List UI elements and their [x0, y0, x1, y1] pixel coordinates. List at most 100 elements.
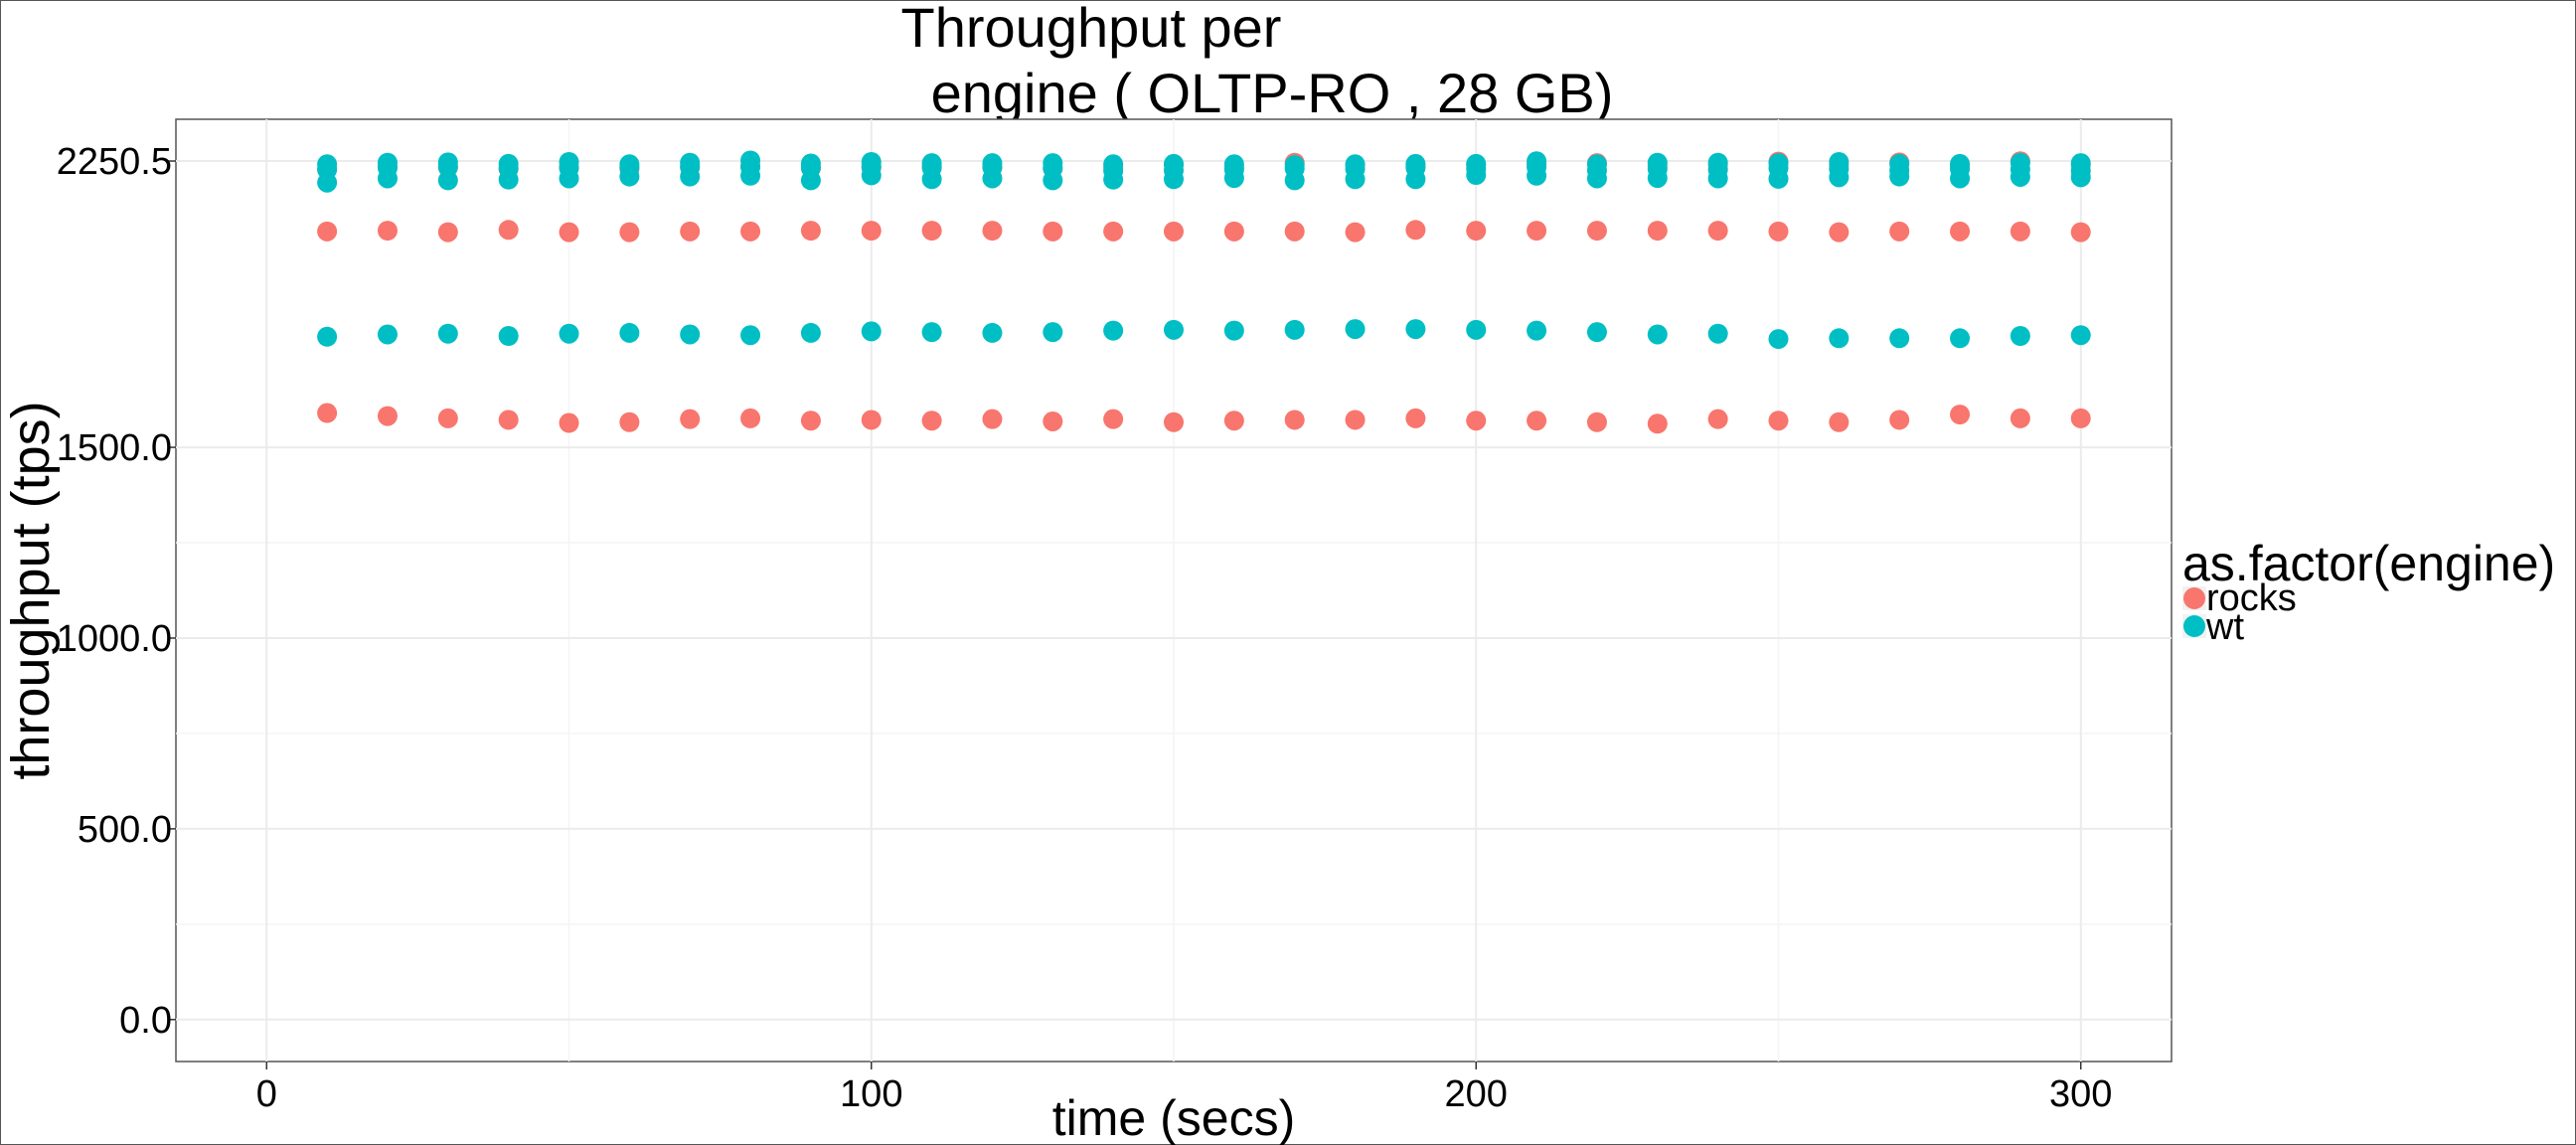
- data-point-wt: [377, 168, 398, 189]
- chart-title-line-2: engine ( OLTP-RO , 28 GB): [931, 62, 1614, 124]
- data-point-wt: [2010, 166, 2030, 187]
- data-point-rocks: [1707, 221, 1728, 242]
- data-point-wt: [619, 166, 640, 187]
- data-point-rocks: [619, 222, 640, 243]
- data-point-rocks: [1223, 410, 1244, 431]
- data-point-rocks: [982, 409, 1003, 429]
- data-point-wt: [1527, 165, 1547, 186]
- data-point-wt: [1043, 170, 1063, 191]
- y-tick-label: 0.0: [119, 1000, 172, 1042]
- data-point-wt: [921, 322, 942, 343]
- data-point-rocks: [1164, 221, 1184, 242]
- data-point-rocks: [1768, 221, 1789, 242]
- data-point-wt: [1829, 328, 1850, 349]
- data-point-rocks: [1889, 409, 1910, 430]
- x-axis: 0 100 200 300: [256, 1062, 2112, 1115]
- data-point-rocks: [1103, 409, 1124, 429]
- data-point-wt: [2070, 167, 2091, 188]
- legend-key-rocks: [2183, 587, 2205, 609]
- data-point-wt: [800, 322, 821, 343]
- data-point-rocks: [1223, 221, 1244, 242]
- data-point-rocks: [1284, 221, 1305, 242]
- data-point-rocks: [1647, 413, 1668, 434]
- data-point-wt: [498, 326, 519, 347]
- data-point-rocks: [680, 221, 701, 242]
- data-point-wt: [1345, 319, 1366, 340]
- data-point-rocks: [1950, 221, 1971, 242]
- data-point-wt: [861, 165, 882, 186]
- data-point-rocks: [1647, 221, 1668, 242]
- data-point-rocks: [377, 406, 398, 426]
- data-point-wt: [1768, 329, 1789, 350]
- data-point-wt: [861, 321, 882, 342]
- x-tick-label: 300: [2049, 1073, 2112, 1115]
- data-point-wt: [619, 322, 640, 343]
- legend-label-rocks: rocks: [2206, 577, 2297, 619]
- y-axis: 0.0 500.0 1000.0 1500.0 2250.5: [57, 141, 176, 1042]
- data-point-wt: [1223, 320, 1244, 341]
- data-point-rocks: [1527, 410, 1547, 431]
- data-point-rocks: [861, 221, 882, 242]
- data-point-rocks: [1768, 410, 1789, 431]
- data-point-rocks: [2070, 222, 2091, 243]
- data-point-wt: [982, 168, 1003, 189]
- x-tick-label: 0: [256, 1073, 277, 1115]
- data-point-wt: [1950, 328, 1971, 349]
- data-point-rocks: [498, 220, 519, 241]
- data-point-wt: [921, 169, 942, 190]
- data-point-rocks: [1950, 405, 1971, 425]
- data-point-wt: [740, 165, 761, 186]
- data-point-rocks: [1889, 221, 1910, 242]
- data-point-rocks: [1527, 221, 1547, 242]
- data-point-wt: [1223, 168, 1244, 189]
- data-point-rocks: [559, 222, 579, 243]
- data-point-rocks: [2010, 408, 2030, 428]
- data-point-wt: [680, 166, 701, 187]
- data-point-rocks: [740, 221, 761, 242]
- data-point-rocks: [437, 222, 458, 243]
- data-point-wt: [559, 323, 579, 344]
- legend-item-wt: wt: [2182, 606, 2244, 648]
- data-point-wt: [800, 170, 821, 191]
- data-point-rocks: [1164, 411, 1184, 432]
- data-point-rocks: [1345, 409, 1366, 430]
- data-point-wt: [1466, 165, 1487, 186]
- data-point-wt: [1164, 169, 1184, 190]
- legend: as.factor(engine) rocks wt: [2182, 536, 2555, 648]
- data-point-rocks: [1284, 409, 1305, 430]
- data-point-wt: [498, 169, 519, 190]
- y-axis-title: throughput (tps): [1, 401, 61, 779]
- data-point-wt: [437, 323, 458, 344]
- data-point-rocks: [921, 221, 942, 242]
- data-point-wt: [740, 325, 761, 346]
- data-point-wt: [1103, 320, 1124, 341]
- y-tick-label: 500.0: [78, 809, 172, 851]
- data-point-wt: [2070, 325, 2091, 346]
- data-point-rocks: [800, 410, 821, 431]
- data-point-rocks: [982, 221, 1003, 242]
- plot-area: [175, 118, 2173, 1063]
- data-point-wt: [1345, 169, 1366, 190]
- data-point-wt: [377, 324, 398, 345]
- legend-label-wt: wt: [2205, 606, 2244, 648]
- x-tick-label: 200: [1445, 1073, 1508, 1115]
- data-point-wt: [2010, 326, 2030, 347]
- data-point-wt: [1284, 170, 1305, 191]
- data-point-rocks: [800, 221, 821, 242]
- data-point-wt: [437, 170, 458, 191]
- data-point-rocks: [377, 221, 398, 242]
- data-point-rocks: [619, 411, 640, 432]
- legend-title: as.factor(engine): [2182, 536, 2555, 591]
- data-point-wt: [1647, 324, 1668, 345]
- data-point-wt: [1586, 168, 1607, 189]
- data-point-wt: [1405, 319, 1426, 340]
- data-point-rocks: [1466, 410, 1487, 431]
- data-point-wt: [982, 322, 1003, 343]
- data-point-wt: [1164, 319, 1184, 340]
- data-point-rocks: [921, 410, 942, 431]
- data-point-wt: [1527, 320, 1547, 341]
- data-point-rocks: [680, 409, 701, 429]
- data-point-rocks: [498, 409, 519, 430]
- data-point-rocks: [559, 412, 579, 433]
